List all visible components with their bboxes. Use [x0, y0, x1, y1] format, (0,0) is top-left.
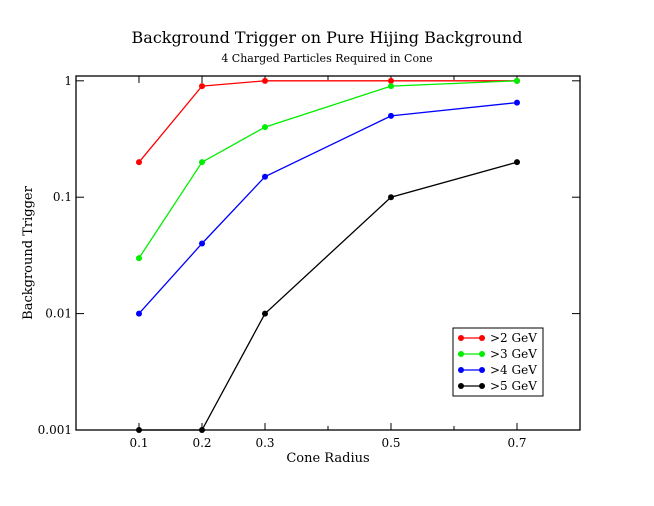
x-tick-label: 0.3: [255, 436, 274, 450]
y-tick-label: 0.001: [38, 423, 72, 437]
legend-box: [452, 327, 544, 397]
x-axis-label: Cone Radius: [286, 451, 369, 466]
data-point: [262, 173, 268, 180]
data-point: [199, 159, 205, 166]
data-point: [514, 159, 520, 166]
legend-marker: [458, 335, 464, 341]
y-tick-label: 0.01: [45, 307, 72, 321]
y-tick-label: 1: [64, 74, 72, 88]
series-line: [138, 80, 517, 163]
data-point: [514, 99, 520, 106]
x-tick-label: 0.1: [129, 436, 148, 450]
series-line: [138, 101, 518, 315]
legend: >2 GeV >3 GeV >4 GeV >5 GeV: [452, 327, 544, 397]
data-point: [199, 427, 205, 433]
data-point: [199, 83, 205, 90]
series-line: [138, 80, 518, 259]
x-tick-label: 0.7: [507, 436, 526, 450]
data-point: [262, 310, 268, 317]
data-point: [262, 77, 268, 84]
legend-marker: [458, 367, 464, 373]
data-point: [388, 77, 394, 84]
series-layer: [136, 77, 520, 433]
y-axis-label: Background Trigger: [21, 185, 36, 319]
legend-marker: [479, 335, 485, 341]
legend-marker: [458, 351, 464, 357]
data-point: [136, 427, 142, 433]
legend-marker: [479, 351, 485, 357]
x-tick-label: 0.5: [381, 436, 400, 450]
data-point: [136, 255, 142, 262]
legend-label: >5 GeV: [490, 379, 537, 393]
y-tick-label: 0.1: [53, 190, 72, 204]
legend-marker: [479, 367, 485, 373]
chart-subtitle: 4 Charged Particles Required in Cone: [221, 52, 432, 65]
legend-marker: [458, 383, 464, 389]
legend-label: >2 GeV: [490, 331, 537, 345]
data-point: [514, 77, 520, 84]
data-point: [262, 124, 268, 131]
legend-marker: [479, 383, 485, 389]
x-tick-label: 0.2: [192, 436, 211, 450]
data-point: [136, 310, 142, 317]
data-point: [388, 194, 394, 201]
data-point: [388, 83, 394, 90]
data-point: [136, 159, 142, 166]
data-point: [388, 112, 394, 119]
axes: 0.1 0.2 0.3 0.5 0.7 0.001 0.01 0.1 1: [38, 74, 580, 450]
data-point: [199, 240, 205, 247]
legend-label: >3 GeV: [490, 347, 537, 361]
legend-label: >4 GeV: [490, 363, 537, 377]
chart-title: Background Trigger on Pure Hijing Backgr…: [132, 28, 523, 47]
